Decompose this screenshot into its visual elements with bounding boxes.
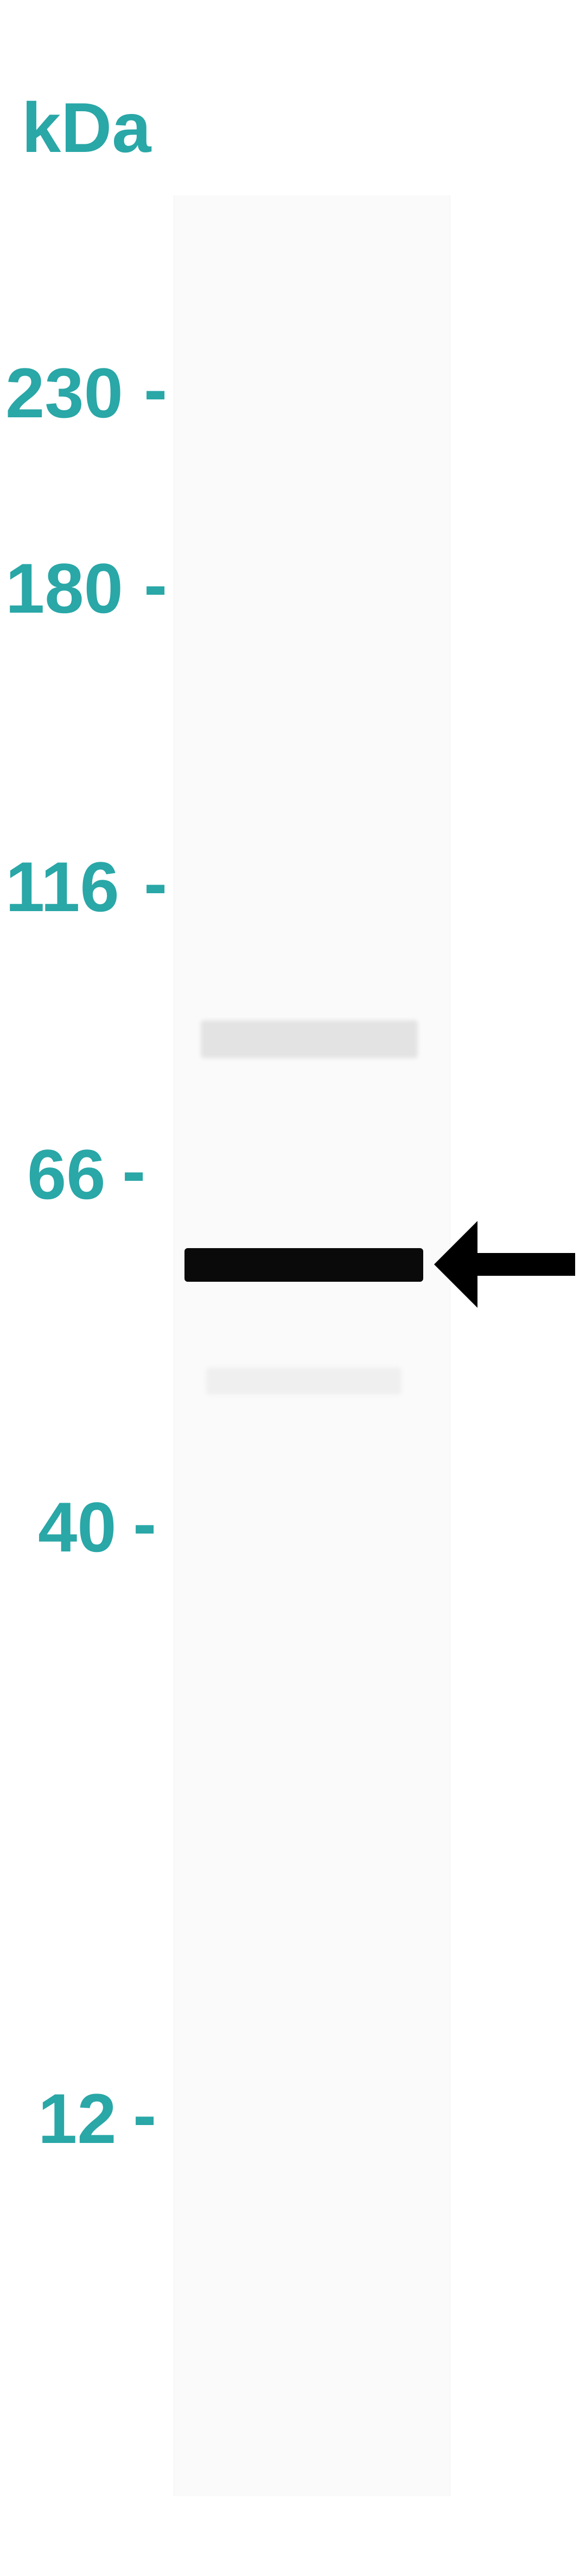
faint-band-lower — [206, 1367, 402, 1395]
indicator-arrow — [434, 1221, 575, 1308]
ladder-label-66: 66 — [27, 1134, 106, 1215]
ladder-tick-116: - — [144, 842, 167, 924]
blot-lane — [174, 195, 450, 2496]
unit-label: kDa — [22, 87, 151, 168]
ladder-label-12: 12 — [38, 2078, 117, 2159]
ladder-tick-40: - — [133, 1483, 156, 1564]
ladder-label-180: 180 — [5, 548, 123, 629]
arrow-head-icon — [434, 1221, 477, 1308]
ladder-tick-180: - — [144, 544, 167, 625]
ladder-tick-230: - — [144, 348, 167, 430]
ladder-label-40: 40 — [38, 1486, 117, 1568]
ladder-label-230: 230 — [5, 352, 123, 434]
main-band — [184, 1248, 423, 1282]
ladder-tick-12: - — [133, 2074, 156, 2155]
arrow-shaft — [477, 1253, 575, 1276]
ladder-label-116: 116 — [5, 846, 119, 927]
ladder-tick-66: - — [122, 1130, 145, 1211]
faint-band-upper — [201, 1020, 418, 1058]
